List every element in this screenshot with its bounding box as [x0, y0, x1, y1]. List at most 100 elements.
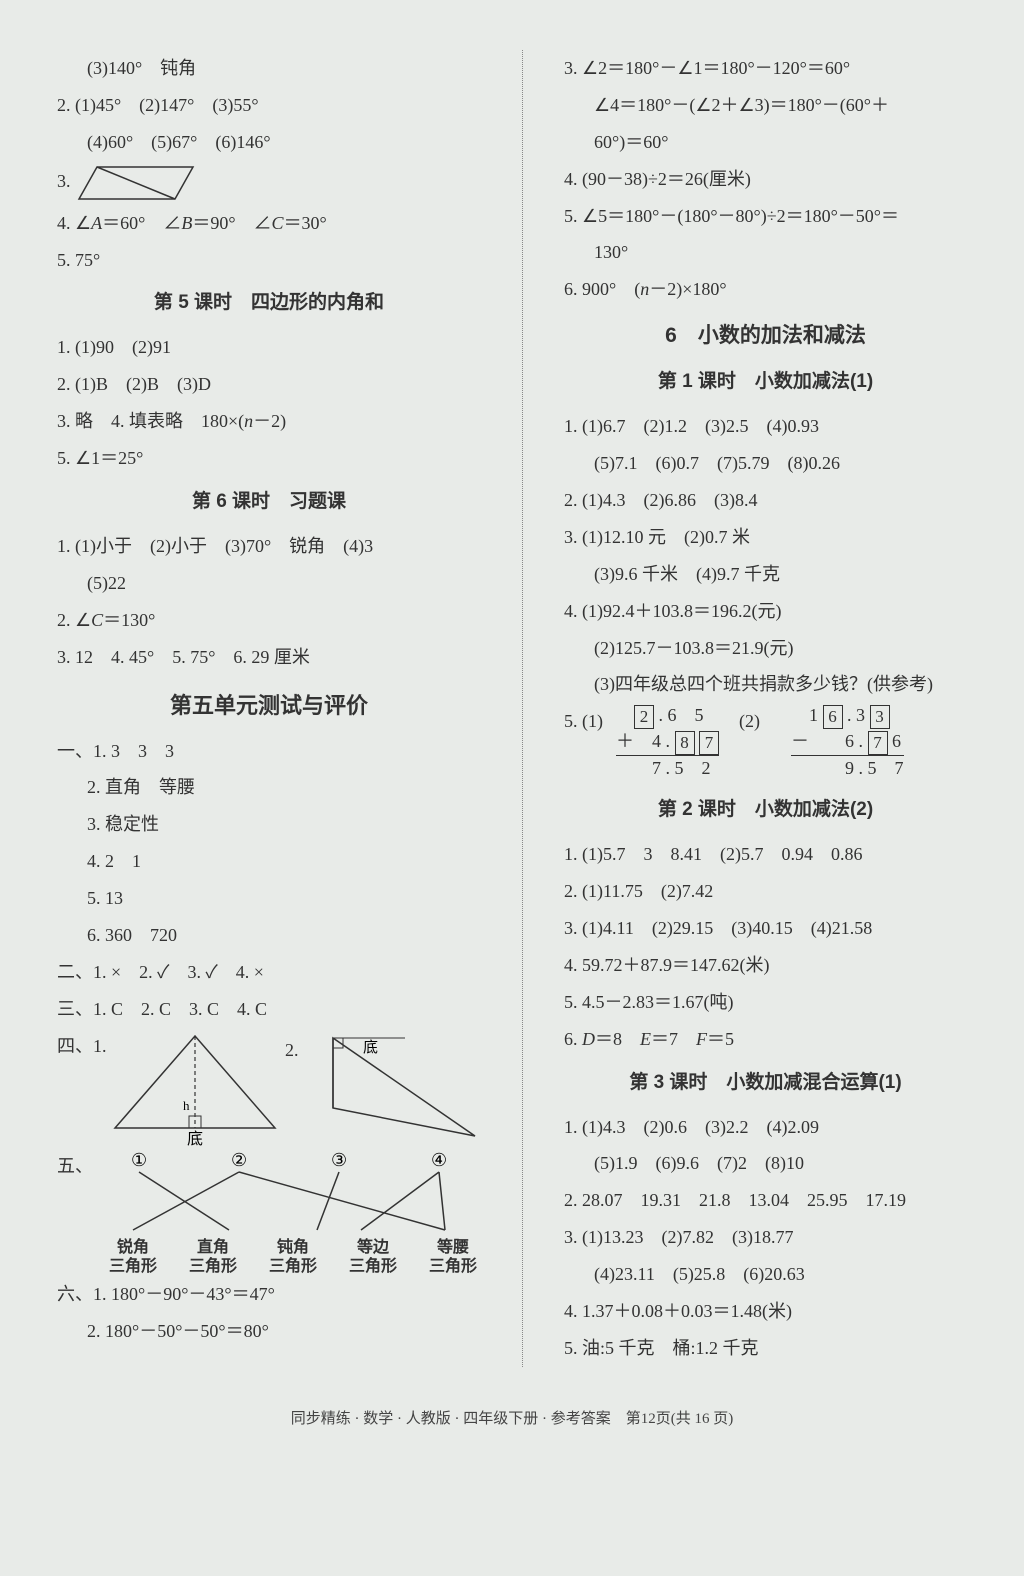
l: 三角形	[429, 1258, 477, 1275]
l: 三角形	[349, 1258, 397, 1275]
text-line: 3. 略 4. 填表略 180×(n－2)	[45, 403, 493, 440]
l: 钝角	[277, 1239, 309, 1256]
text-line: 5. ∠5＝180°－(180°－80°)÷2＝180°－50°＝	[552, 198, 979, 235]
calc2: 1 6 . 3 3 － 6 . 7 6 9 . 5 7	[791, 703, 904, 781]
text-line: 3. 稳定性	[45, 806, 493, 843]
text-line: 2. 28.07 19.31 21.8 13.04 25.95 17.19	[552, 1182, 979, 1219]
text-line: 4. ∠A＝60° ∠B＝90° ∠C＝30°	[45, 205, 493, 242]
svg-text:①: ①	[131, 1150, 147, 1170]
text-line: 2. 180°－50°－50°＝80°	[45, 1313, 493, 1350]
text-line: 4. 1.37＋0.08＋0.03＝1.48(米)	[552, 1293, 979, 1330]
l: 等边	[357, 1239, 389, 1256]
text-line: 3. ∠2＝180°－∠1＝180°－120°＝60°	[552, 50, 979, 87]
text-line: (2)125.7－103.8＝21.9(元)	[552, 630, 979, 667]
unit-heading: 第五单元测试与评价	[45, 683, 493, 728]
t: 6. D＝8 E＝7 F＝5	[564, 1029, 734, 1049]
l: 直角	[197, 1239, 229, 1256]
text-line: 5. ∠1＝25°	[45, 440, 493, 477]
t: 2. ∠C＝130°	[57, 610, 155, 630]
text-line: 3.	[45, 161, 493, 205]
page-footer: 同步精练 · 数学 · 人教版 · 四年级下册 · 参考答案 第12页(共 16…	[0, 1397, 1024, 1458]
t: 4. ∠A＝60° ∠B＝90° ∠C＝30°	[57, 213, 327, 233]
triangle2-fig: 底	[315, 1028, 485, 1148]
label: (2)	[719, 703, 791, 740]
t: 6. 900° (n－2)×180°	[564, 279, 727, 299]
text-line: (5)7.1 (6)0.7 (7)5.79 (8)0.26	[552, 445, 979, 482]
text-line: 60°)＝60°	[552, 124, 979, 161]
matching-diagram: ① ② ③ ④ 锐角三角形 直角三角形 钝角三角形 等边三角形	[93, 1148, 493, 1276]
svg-text:②: ②	[231, 1150, 247, 1170]
column-divider	[522, 50, 523, 1367]
text-line: 2. (1)11.75 (2)7.42	[552, 873, 979, 910]
svg-text:④: ④	[431, 1150, 447, 1170]
text-line: ∠4＝180°－(∠2＋∠3)＝180°－(60°＋	[552, 87, 979, 124]
text-line: 3. (1)4.11 (2)29.15 (3)40.15 (4)21.58	[552, 910, 979, 947]
label: 3.	[57, 171, 71, 191]
text-line: 1. (1)6.7 (2)1.2 (3)2.5 (4)0.93	[552, 408, 979, 445]
chapter-heading: 6 小数的加法和减法	[552, 314, 979, 357]
text-line: 2. ∠C＝130°	[45, 602, 493, 639]
text-line: 2. (1)4.3 (2)6.86 (3)8.4	[552, 482, 979, 519]
text-line: 4. 2 1	[45, 843, 493, 880]
text-line: 130°	[552, 234, 979, 271]
l: 三角形	[109, 1258, 157, 1275]
text-line: (5)1.9 (6)9.6 (7)2 (8)10	[552, 1145, 979, 1182]
l: 三角形	[189, 1258, 237, 1275]
calc1: 2 . 6 5 ＋ 4 . 8 7 7 . 5 2	[616, 703, 719, 781]
text-line: 6. D＝8 E＝7 F＝5	[552, 1021, 979, 1058]
text-line: 4. 59.72＋87.9＝147.62(米)	[552, 947, 979, 984]
parallelogram-icon	[75, 161, 205, 205]
section-heading: 第 5 课时 四边形的内角和	[45, 284, 493, 323]
svg-text:③: ③	[331, 1150, 347, 1170]
text-line: (5)22	[45, 565, 493, 602]
text-line: 六、1. 180°－90°－43°＝47°	[45, 1276, 493, 1313]
text-line: 2. (1)45° (2)147° (3)55°	[45, 87, 493, 124]
t: 3. 略 4. 填表略 180×(n－2)	[57, 411, 286, 431]
text-line: (4)60° (5)67° (6)146°	[45, 124, 493, 161]
label: 2.	[285, 1028, 315, 1069]
text-line: 1. (1)4.3 (2)0.6 (3)2.2 (4)2.09	[552, 1109, 979, 1146]
text-line: (3)140° 钝角	[45, 50, 493, 87]
text-line: 1. (1)小于 (2)小于 (3)70° 锐角 (4)3	[45, 528, 493, 565]
text-line: (4)23.11 (5)25.8 (6)20.63	[552, 1256, 979, 1293]
l: 锐角	[117, 1239, 149, 1256]
label: 5. (1)	[564, 703, 616, 740]
svg-text:底: 底	[363, 1039, 378, 1056]
problem-4: 四、1. h 底 2. 底	[45, 1028, 493, 1148]
text-line: (3)四年级总四个班共捐款多少钱？(供参考)	[552, 666, 979, 703]
text-line: 二、1. × 2. ✓ 3. ✓ 4. ×	[45, 954, 493, 991]
label: 四、1.	[57, 1028, 105, 1065]
section-heading: 第 1 课时 小数加减法(1)	[552, 363, 979, 402]
l: 等腰	[437, 1239, 469, 1256]
label: 五、	[57, 1148, 93, 1185]
l: 三角形	[269, 1258, 317, 1275]
section-heading: 第 2 课时 小数加减法(2)	[552, 791, 979, 830]
text-line: 1. (1)90 (2)91	[45, 329, 493, 366]
text-line: 5. 75°	[45, 242, 493, 279]
text-line: 6. 360 720	[45, 917, 493, 954]
text-line: 三、1. C 2. C 3. C 4. C	[45, 991, 493, 1028]
text-line: 一、1. 3 3 3	[45, 733, 493, 770]
problem-5: 五、 ① ② ③ ④ 锐角三角形 直	[45, 1148, 493, 1276]
page: (3)140° 钝角 2. (1)45° (2)147° (3)55° (4)6…	[0, 0, 1024, 1397]
text-line: 6. 900° (n－2)×180°	[552, 271, 979, 308]
section-heading: 第 3 课时 小数加减混合运算(1)	[552, 1064, 979, 1103]
text-line: 3. 12 4. 45° 5. 75° 6. 29 厘米	[45, 639, 493, 676]
text-line: 2. 直角 等腰	[45, 769, 493, 806]
text-line: 3. (1)13.23 (2)7.82 (3)18.77	[552, 1219, 979, 1256]
svg-text:h: h	[183, 1098, 190, 1113]
text-line: 1. (1)5.7 3 8.41 (2)5.7 0.94 0.86	[552, 836, 979, 873]
right-column: 3. ∠2＝180°－∠1＝180°－120°＝60° ∠4＝180°－(∠2＋…	[527, 50, 979, 1367]
text-line: 2. (1)B (2)B (3)D	[45, 366, 493, 403]
text-line: 5. 油:5 千克 桶:1.2 千克	[552, 1330, 979, 1367]
text-line: 4. (90－38)÷2＝26(厘米)	[552, 161, 979, 198]
triangle1-fig: h 底	[105, 1028, 285, 1148]
text-line: 5. 4.5－2.83＝1.67(吨)	[552, 984, 979, 1021]
text-line: 4. (1)92.4＋103.8＝196.2(元)	[552, 593, 979, 630]
vertical-arith: 5. (1) 2 . 6 5 ＋ 4 . 8 7 7 . 5 2 (2) 1 6…	[552, 703, 979, 781]
left-column: (3)140° 钝角 2. (1)45° (2)147° (3)55° (4)6…	[45, 50, 518, 1367]
text-line: 5. 13	[45, 880, 493, 917]
text-line: (3)9.6 千米 (4)9.7 千克	[552, 556, 979, 593]
di-label: 底	[187, 1130, 203, 1148]
text-line: 3. (1)12.10 元 (2)0.7 米	[552, 519, 979, 556]
